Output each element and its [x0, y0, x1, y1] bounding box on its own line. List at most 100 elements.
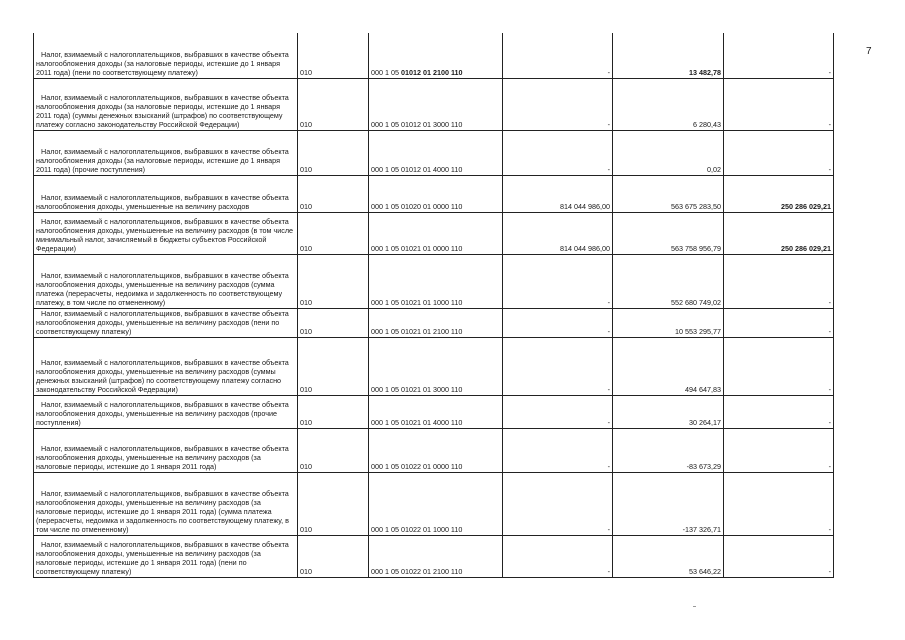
row-description: Налог, взимаемый с налогоплательщиков, в…	[33, 129, 298, 176]
row-budget-classification-code: 000 1 05 01022 01 0000 110	[368, 427, 503, 473]
row-executed-amount: 563 675 283,50	[612, 174, 724, 213]
row-unexecuted-amount: -	[723, 336, 834, 396]
row-approved-amount: -	[502, 394, 613, 429]
row-line-code: 010	[297, 253, 369, 309]
kbk-bold-text: 01012 01 2100 110	[400, 67, 463, 77]
table-row: Налог, взимаемый с налогоплательщиков, в…	[33, 77, 834, 131]
kbk-text: 000 1 05 01021 01 2100 110	[371, 326, 463, 336]
row-approved-amount: -	[502, 336, 613, 396]
row-budget-classification-code: 000 1 05 01012 01 4000 110	[368, 129, 503, 176]
row-approved-amount: -	[502, 253, 613, 309]
row-executed-amount: 6 280,43	[612, 77, 724, 131]
revenue-table: Налог, взимаемый с налогоплательщиков, в…	[33, 33, 834, 578]
row-executed-amount: 30 264,17	[612, 394, 724, 429]
kbk-text: 000 1 05 01021 01 1000 110	[371, 297, 463, 307]
row-approved-amount: 814 044 986,00	[502, 174, 613, 213]
kbk-text: 000 1 05 01021 01 4000 110	[371, 417, 463, 427]
row-description: Налог, взимаемый с налогоплательщиков, в…	[33, 427, 298, 473]
kbk-text: 000 1 05 01022 01 2100 110	[371, 566, 463, 576]
kbk-text: 000 1 05 01012 01 4000 110	[371, 164, 463, 174]
row-budget-classification-code: 000 1 05 01021 01 3000 110	[368, 336, 503, 396]
row-executed-amount: 10 553 295,77	[612, 307, 724, 338]
row-unexecuted-amount: -	[723, 394, 834, 429]
row-line-code: 010	[297, 534, 369, 578]
row-executed-amount: 0,02	[612, 129, 724, 176]
row-line-code: 010	[297, 211, 369, 255]
table-row: Налог, взимаемый с налогоплательщиков, в…	[33, 174, 834, 213]
row-unexecuted-amount: -	[723, 129, 834, 176]
table-row: Налог, взимаемый с налогоплательщиков, в…	[33, 471, 834, 536]
kbk-text: 000 1 05 01012 01 3000 110	[371, 119, 463, 129]
row-line-code: 010	[297, 336, 369, 396]
row-description: Налог, взимаемый с налогоплательщиков, в…	[33, 336, 298, 396]
row-approved-amount: -	[502, 471, 613, 536]
table-row: Налог, взимаемый с налогоплательщиков, в…	[33, 336, 834, 396]
kbk-text: 000 1 05 01022 01 0000 110	[371, 461, 463, 471]
row-approved-amount: -	[502, 77, 613, 131]
row-description: Налог, взимаемый с налогоплательщиков, в…	[33, 77, 298, 131]
kbk-text: 000 1 05 01021 01 0000 110	[371, 243, 463, 253]
table-row: Налог, взимаемый с налогоплательщиков, в…	[33, 534, 834, 578]
row-description: Налог, взимаемый с налогоплательщиков, в…	[33, 33, 298, 79]
table-body: Налог, взимаемый с налогоплательщиков, в…	[33, 33, 834, 578]
row-description: Налог, взимаемый с налогоплательщиков, в…	[33, 534, 298, 578]
row-line-code: 010	[297, 307, 369, 338]
kbk-text: 000 1 05 01022 01 1000 110	[371, 524, 463, 534]
row-approved-amount: -	[502, 307, 613, 338]
row-executed-amount: 13 482,78	[612, 33, 724, 79]
row-executed-amount: -83 673,29	[612, 427, 724, 473]
table-row: Налог, взимаемый с налогоплательщиков, в…	[33, 427, 834, 473]
row-unexecuted-amount: -	[723, 471, 834, 536]
row-approved-amount: -	[502, 427, 613, 473]
row-unexecuted-amount: -	[723, 253, 834, 309]
row-unexecuted-amount: -	[723, 33, 834, 79]
kbk-text: 000 1 05 01020 01 0000 110	[371, 201, 463, 211]
row-budget-classification-code: 000 1 05 01012 01 2100 110	[368, 33, 503, 79]
row-budget-classification-code: 000 1 05 01021 01 2100 110	[368, 307, 503, 338]
row-line-code: 010	[297, 471, 369, 536]
table-row: Налог, взимаемый с налогоплательщиков, в…	[33, 394, 834, 429]
row-description: Налог, взимаемый с налогоплательщиков, в…	[33, 394, 298, 429]
row-line-code: 010	[297, 77, 369, 131]
kbk-text: 000 1 05 01021 01 3000 110	[371, 384, 463, 394]
row-budget-classification-code: 000 1 05 01021 01 4000 110	[368, 394, 503, 429]
table-row: Налог, взимаемый с налогоплательщиков, в…	[33, 211, 834, 255]
table-row: Налог, взимаемый с налогоплательщиков, в…	[33, 307, 834, 338]
row-description: Налог, взимаемый с налогоплательщиков, в…	[33, 471, 298, 536]
row-executed-amount: 494 647,83	[612, 336, 724, 396]
table-row: Налог, взимаемый с налогоплательщиков, в…	[33, 33, 834, 79]
row-line-code: 010	[297, 174, 369, 213]
table-row: Налог, взимаемый с налогоплательщиков, в…	[33, 253, 834, 309]
row-unexecuted-amount: -	[723, 534, 834, 578]
kbk-text: 000 1 05	[371, 67, 401, 77]
table-row: Налог, взимаемый с налогоплательщиков, в…	[33, 129, 834, 176]
row-description: Налог, взимаемый с налогоплательщиков, в…	[33, 307, 298, 338]
row-executed-amount: 53 646,22	[612, 534, 724, 578]
row-approved-amount: -	[502, 534, 613, 578]
row-description: Налог, взимаемый с налогоплательщиков, в…	[33, 253, 298, 309]
row-budget-classification-code: 000 1 05 01012 01 3000 110	[368, 77, 503, 131]
row-approved-amount: 814 044 986,00	[502, 211, 613, 255]
row-budget-classification-code: 000 1 05 01022 01 2100 110	[368, 534, 503, 578]
row-budget-classification-code: 000 1 05 01022 01 1000 110	[368, 471, 503, 536]
row-approved-amount: -	[502, 129, 613, 176]
row-executed-amount: -137 326,71	[612, 471, 724, 536]
row-unexecuted-amount: 250 286 029,21	[723, 174, 834, 213]
row-unexecuted-amount: -	[723, 427, 834, 473]
row-unexecuted-amount: -	[723, 307, 834, 338]
row-executed-amount: 552 680 749,02	[612, 253, 724, 309]
row-description: Налог, взимаемый с налогоплательщиков, в…	[33, 174, 298, 213]
row-line-code: 010	[297, 394, 369, 429]
row-line-code: 010	[297, 427, 369, 473]
row-executed-amount: 563 758 956,79	[612, 211, 724, 255]
page-number: 7	[866, 46, 872, 57]
row-line-code: 010	[297, 129, 369, 176]
row-line-code: 010	[297, 33, 369, 79]
row-description: Налог, взимаемый с налогоплательщиков, в…	[33, 211, 298, 255]
row-unexecuted-amount: 250 286 029,21	[723, 211, 834, 255]
row-approved-amount: -	[502, 33, 613, 79]
row-budget-classification-code: 000 1 05 01021 01 1000 110	[368, 253, 503, 309]
row-unexecuted-amount: -	[723, 77, 834, 131]
scan-speck	[693, 606, 696, 607]
row-budget-classification-code: 000 1 05 01020 01 0000 110	[368, 174, 503, 213]
